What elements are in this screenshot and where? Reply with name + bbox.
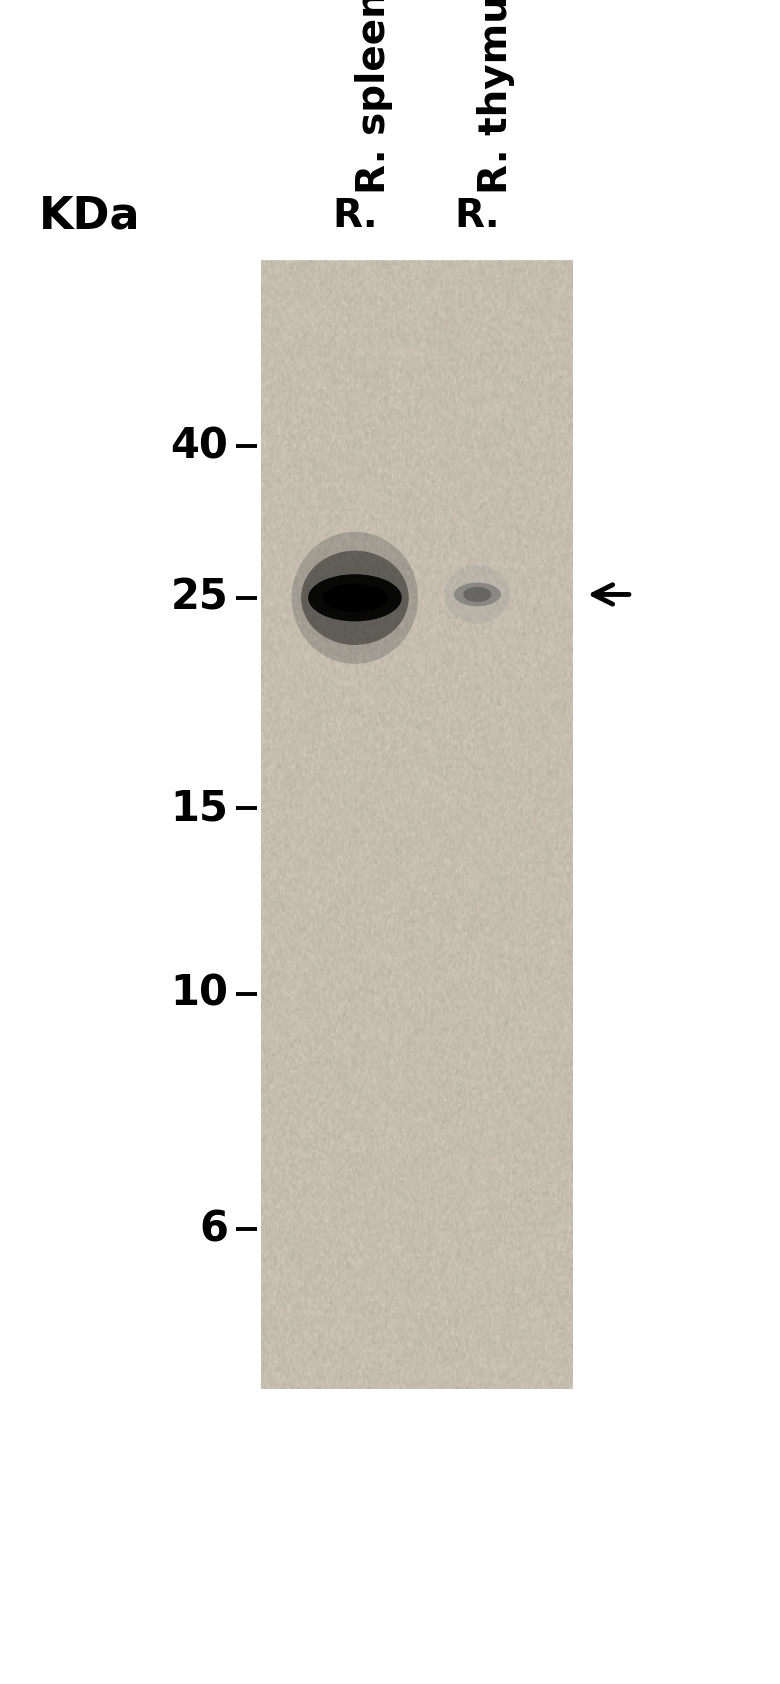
Text: 15: 15 [171, 788, 229, 829]
Ellipse shape [463, 586, 491, 603]
Text: R.: R. [455, 197, 500, 234]
Text: R. spleen: R. spleen [355, 0, 393, 194]
Text: 25: 25 [171, 578, 229, 618]
Ellipse shape [292, 532, 418, 663]
Ellipse shape [322, 584, 388, 611]
Text: KDa: KDa [39, 194, 140, 237]
Text: R. thymus: R. thymus [477, 0, 516, 194]
Text: 10: 10 [171, 973, 229, 1014]
Ellipse shape [301, 551, 409, 645]
Ellipse shape [308, 574, 402, 621]
Text: 40: 40 [171, 426, 229, 466]
Ellipse shape [445, 564, 510, 623]
Text: 6: 6 [200, 1209, 229, 1250]
Text: R.: R. [332, 197, 378, 234]
Ellipse shape [454, 583, 501, 606]
Bar [261, 261, 573, 1389]
